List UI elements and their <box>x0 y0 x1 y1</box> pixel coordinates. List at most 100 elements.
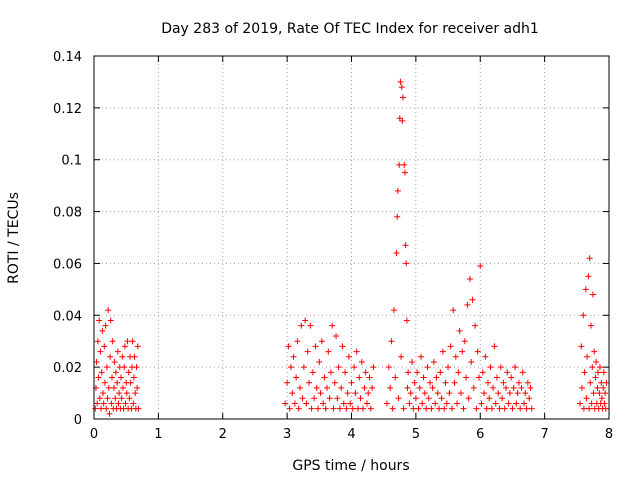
y-tick-label: 0.14 <box>53 50 82 65</box>
data-point <box>110 384 117 391</box>
data-point <box>286 405 293 412</box>
data-point <box>479 369 486 376</box>
data-point <box>403 260 410 267</box>
data-point <box>596 390 603 397</box>
data-point <box>370 364 377 371</box>
data-point <box>495 390 502 397</box>
data-point <box>134 384 141 391</box>
data-point <box>588 400 595 407</box>
data-point <box>118 374 125 381</box>
data-point <box>361 384 368 391</box>
data-point <box>484 379 491 386</box>
data-point <box>456 327 463 334</box>
data-point <box>450 307 457 314</box>
data-point <box>103 405 110 412</box>
data-point <box>506 390 513 397</box>
data-point <box>582 286 589 293</box>
data-point <box>131 353 138 360</box>
data-point <box>389 405 396 412</box>
data-point <box>324 384 331 391</box>
data-point <box>95 374 102 381</box>
y-tick-label: 0.12 <box>53 102 82 117</box>
data-point <box>429 384 436 391</box>
data-point <box>112 395 119 402</box>
data-point <box>436 405 443 412</box>
data-point <box>513 400 520 407</box>
data-point <box>492 400 499 407</box>
data-point <box>600 384 607 391</box>
data-point <box>452 353 459 360</box>
data-point <box>396 161 403 168</box>
data-point <box>284 379 291 386</box>
data-point <box>420 374 427 381</box>
data-point <box>307 322 314 329</box>
data-point <box>509 405 516 412</box>
data-point <box>119 384 126 391</box>
data-point <box>418 353 425 360</box>
data-point <box>289 390 296 397</box>
data-point <box>469 296 476 303</box>
data-point <box>390 307 397 314</box>
data-point <box>321 374 328 381</box>
data-point <box>362 369 369 376</box>
y-tick-label: 0.06 <box>53 257 82 272</box>
data-point <box>493 374 500 381</box>
data-point <box>327 369 334 376</box>
data-point <box>330 405 337 412</box>
data-point <box>578 384 585 391</box>
data-point <box>488 405 495 412</box>
data-point <box>116 390 123 397</box>
data-point <box>325 348 332 355</box>
data-point <box>122 400 129 407</box>
data-point <box>96 395 103 402</box>
data-point <box>124 338 131 345</box>
data-point <box>101 379 108 386</box>
data-point <box>100 390 107 397</box>
data-point <box>114 348 121 355</box>
data-points <box>92 78 610 417</box>
data-point <box>342 369 349 376</box>
data-point <box>523 405 530 412</box>
data-point <box>481 390 488 397</box>
data-point <box>466 275 473 282</box>
data-point <box>100 400 107 407</box>
data-point <box>105 307 112 314</box>
data-point <box>97 348 104 355</box>
data-point <box>317 390 324 397</box>
data-point <box>354 405 361 412</box>
data-point <box>311 395 318 402</box>
y-tick-label: 0.02 <box>53 361 82 376</box>
data-point <box>407 390 414 397</box>
data-point <box>135 405 142 412</box>
data-point <box>395 395 402 402</box>
data-point <box>527 384 534 391</box>
data-point <box>290 353 297 360</box>
data-point <box>600 369 607 376</box>
data-point <box>591 348 598 355</box>
data-point <box>445 364 452 371</box>
data-point <box>394 187 401 194</box>
x-tick-label: 5 <box>412 427 420 442</box>
data-point <box>442 379 449 386</box>
data-point <box>589 291 596 298</box>
data-point <box>114 379 121 386</box>
data-point <box>121 364 128 371</box>
data-point <box>338 384 345 391</box>
data-point <box>526 395 533 402</box>
data-point <box>524 379 531 386</box>
data-point <box>460 405 467 412</box>
data-point <box>468 358 475 365</box>
data-point <box>457 390 464 397</box>
data-point <box>339 343 346 350</box>
data-point <box>486 395 493 402</box>
data-point <box>306 379 313 386</box>
data-point <box>398 84 405 91</box>
data-point <box>594 384 601 391</box>
data-point <box>96 317 103 324</box>
data-point <box>393 250 400 257</box>
data-point <box>403 317 410 324</box>
data-point <box>400 94 406 101</box>
data-point <box>595 369 602 376</box>
data-point <box>129 338 136 345</box>
data-point <box>439 348 446 355</box>
